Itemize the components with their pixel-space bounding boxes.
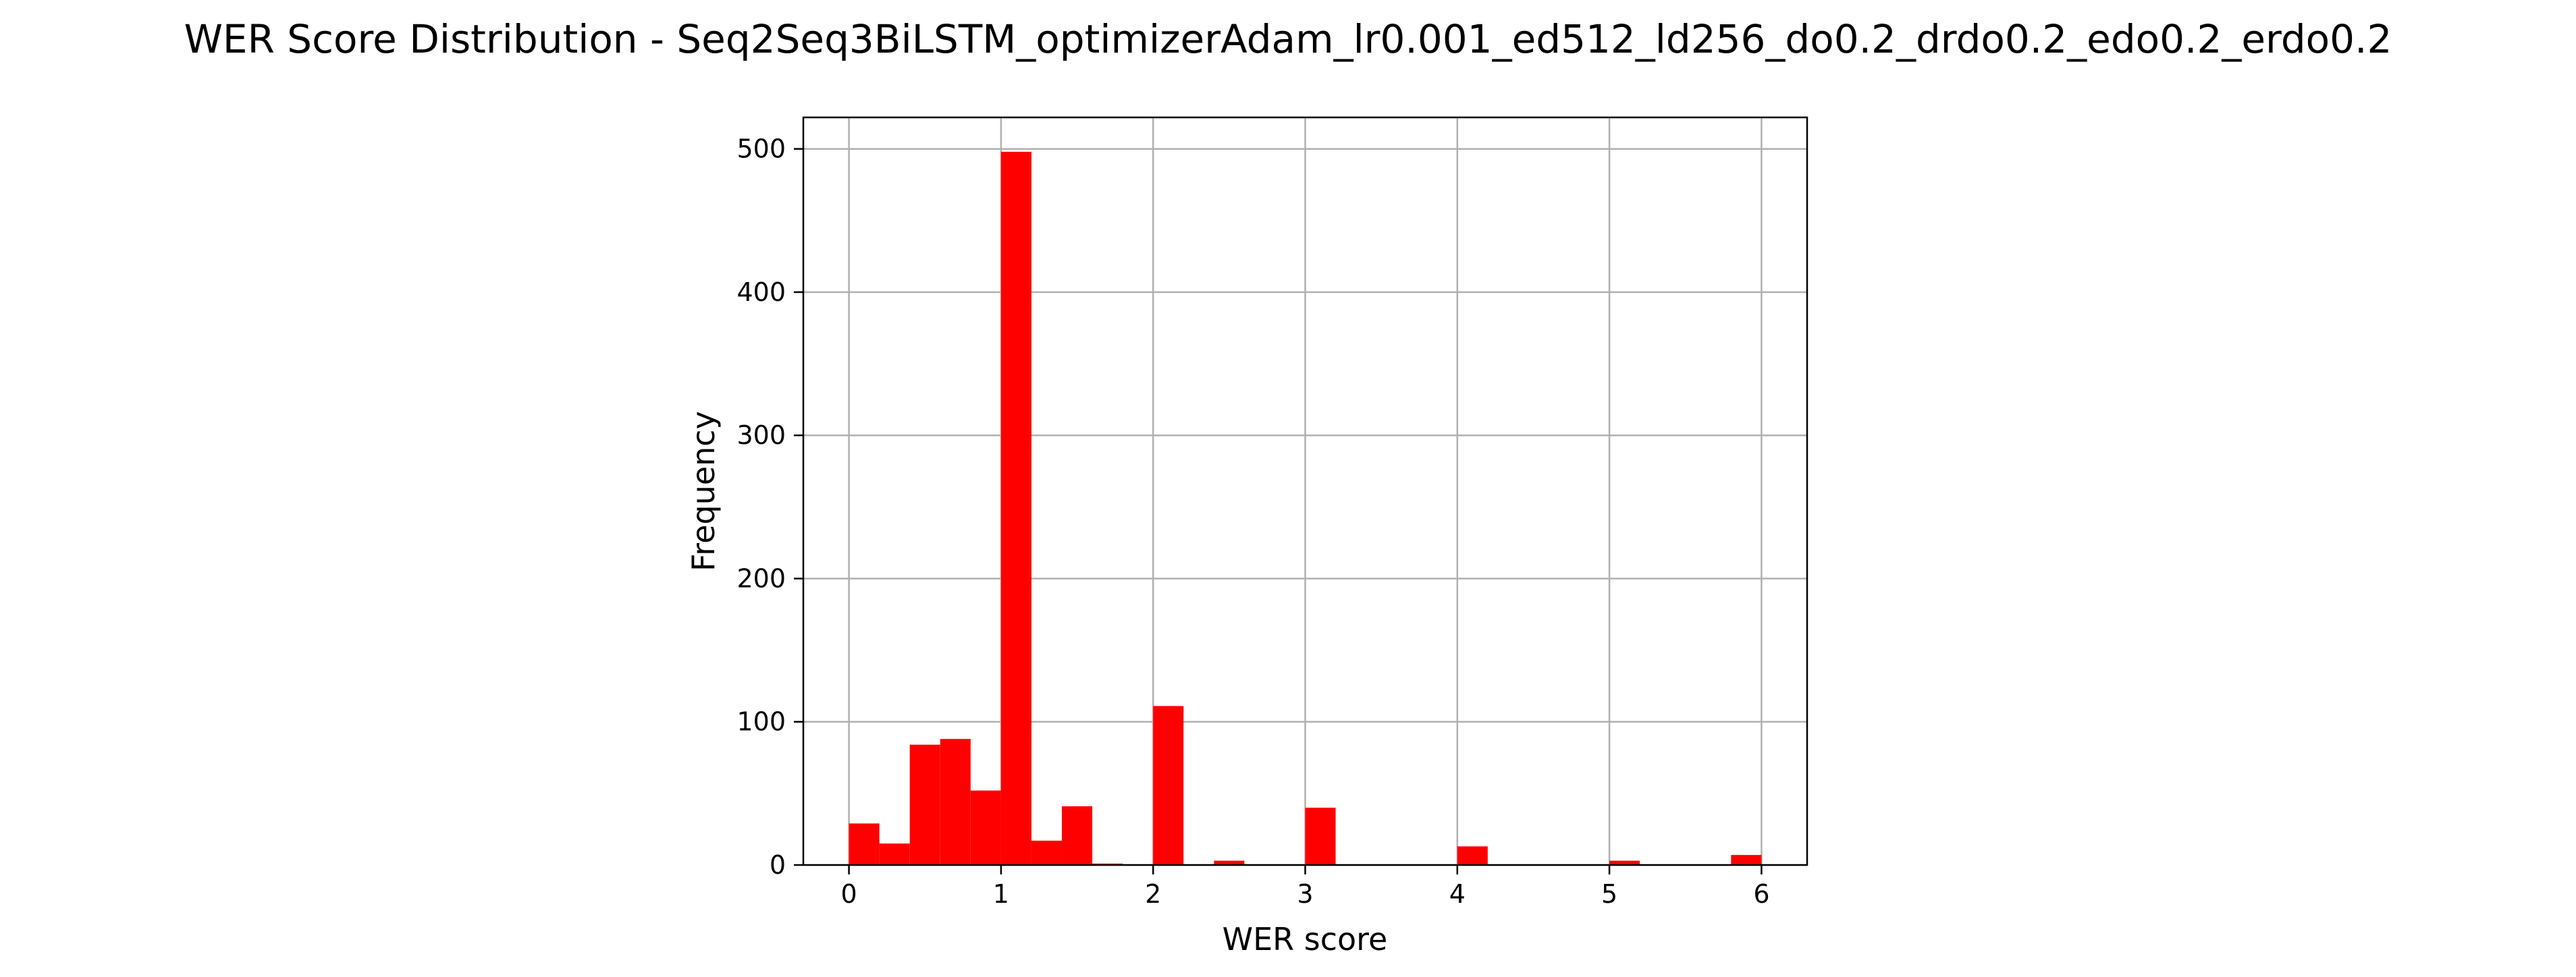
x-tick-label: 2 <box>1145 879 1161 909</box>
histogram-bar <box>1153 706 1184 865</box>
histogram-bar <box>1305 808 1336 865</box>
histogram-bar <box>1031 840 1063 865</box>
x-axis-label: WER score <box>1223 921 1388 957</box>
y-axis-label: Frequency <box>685 411 722 571</box>
histogram-bar <box>1214 860 1245 865</box>
y-tick-label: 400 <box>736 277 786 307</box>
histogram-bar <box>970 790 1001 865</box>
histogram-bar <box>940 739 971 865</box>
y-tick-label: 500 <box>736 134 786 164</box>
x-tick-label: 5 <box>1601 879 1617 909</box>
x-tick-label: 6 <box>1753 879 1769 909</box>
y-axis-ticks: 0 100 200 300 400 500 <box>736 134 803 880</box>
histogram-bar <box>1457 846 1488 865</box>
y-tick-label: 0 <box>770 850 786 880</box>
histogram-bar <box>1062 806 1093 865</box>
chart-title: WER Score Distribution - Seq2Seq3BiLSTM_… <box>184 16 2392 62</box>
x-tick-label: 0 <box>840 879 857 909</box>
x-tick-label: 1 <box>993 879 1009 909</box>
histogram-bar <box>879 843 910 865</box>
histogram-bar <box>1609 860 1640 865</box>
x-tick-label: 4 <box>1449 879 1466 909</box>
y-tick-label: 100 <box>736 707 786 737</box>
y-tick-label: 200 <box>736 563 786 593</box>
histogram-bar <box>909 744 940 865</box>
x-tick-label: 3 <box>1297 879 1313 909</box>
x-axis-ticks: 0 1 2 3 4 5 6 <box>840 865 1770 909</box>
histogram-bar <box>849 823 880 865</box>
y-tick-label: 300 <box>736 420 786 450</box>
histogram-bars <box>849 151 1762 866</box>
histogram-bar <box>1731 855 1762 865</box>
histogram-bar <box>1000 151 1031 866</box>
